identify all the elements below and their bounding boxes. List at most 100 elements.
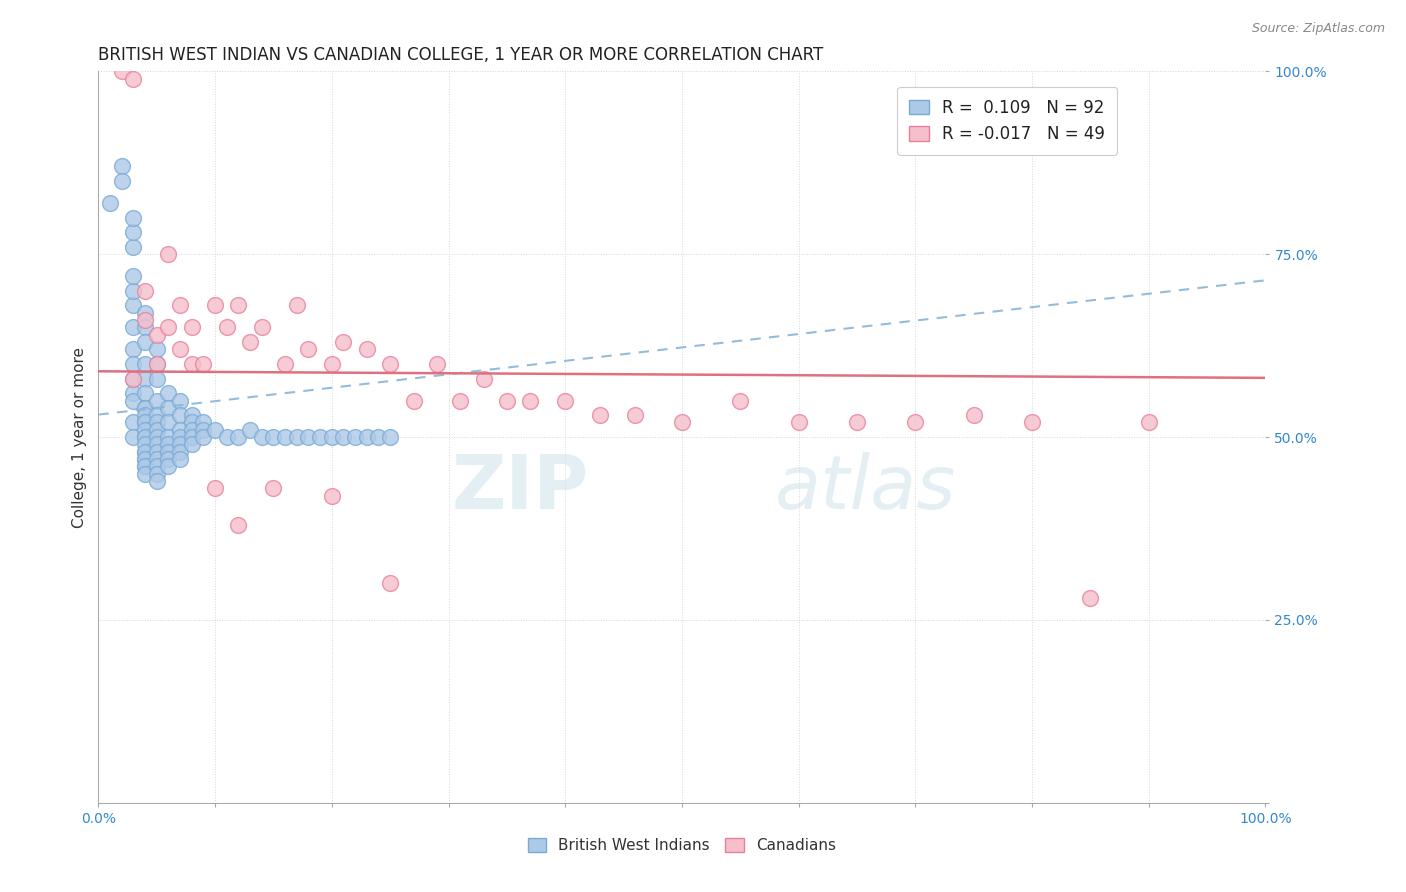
Point: [204, 423, 226, 437]
Point: [134, 320, 156, 334]
Point: [146, 452, 169, 467]
Point: [122, 386, 145, 401]
Point: [180, 430, 202, 444]
Point: [169, 444, 191, 458]
Point: [134, 401, 156, 415]
Point: [146, 444, 169, 458]
Point: [134, 306, 156, 320]
Point: [122, 343, 145, 357]
Point: [134, 467, 156, 481]
Point: [239, 334, 262, 349]
Point: [134, 423, 156, 437]
Point: [122, 240, 145, 254]
Point: [496, 393, 519, 408]
Point: [146, 408, 169, 422]
Point: [134, 386, 156, 401]
Point: [111, 64, 134, 78]
Point: [169, 430, 191, 444]
Point: [180, 408, 202, 422]
Point: [146, 343, 169, 357]
Point: [122, 269, 145, 284]
Point: [274, 430, 297, 444]
Point: [134, 452, 156, 467]
Point: [180, 357, 202, 371]
Point: [157, 386, 180, 401]
Point: [193, 430, 215, 444]
Point: [285, 430, 308, 444]
Point: [285, 298, 308, 312]
Point: [134, 430, 156, 444]
Point: [122, 225, 145, 239]
Point: [180, 416, 202, 430]
Point: [228, 517, 250, 532]
Point: [157, 459, 180, 474]
Point: [554, 393, 576, 408]
Point: [380, 576, 402, 591]
Point: [122, 71, 145, 86]
Point: [146, 430, 169, 444]
Point: [134, 416, 156, 430]
Point: [204, 481, 226, 495]
Point: [356, 430, 378, 444]
Point: [519, 393, 541, 408]
Point: [146, 393, 169, 408]
Point: [274, 357, 297, 371]
Point: [111, 174, 134, 188]
Point: [204, 298, 226, 312]
Point: [250, 320, 273, 334]
Point: [157, 320, 180, 334]
Point: [344, 430, 367, 444]
Point: [122, 320, 145, 334]
Point: [111, 160, 134, 174]
Point: [134, 401, 156, 415]
Point: [146, 437, 169, 451]
Point: [332, 430, 354, 444]
Point: [321, 430, 343, 444]
Point: [262, 430, 284, 444]
Point: [193, 416, 215, 430]
Point: [169, 452, 191, 467]
Point: [134, 459, 156, 474]
Point: [157, 430, 180, 444]
Point: [472, 371, 495, 385]
Point: [169, 393, 191, 408]
Point: [169, 423, 191, 437]
Point: [228, 430, 250, 444]
Point: [157, 401, 180, 415]
Point: [589, 408, 612, 422]
Point: [449, 393, 471, 408]
Point: [122, 416, 145, 430]
Point: [134, 459, 156, 474]
Point: [157, 452, 180, 467]
Point: [122, 371, 145, 385]
Point: [250, 430, 273, 444]
Point: [193, 423, 215, 437]
Point: [380, 357, 402, 371]
Point: [134, 444, 156, 458]
Point: [215, 320, 238, 334]
Point: [146, 371, 169, 385]
Point: [787, 416, 810, 430]
Point: [962, 408, 984, 422]
Point: [122, 357, 145, 371]
Point: [157, 247, 180, 261]
Point: [134, 284, 156, 298]
Point: [215, 430, 238, 444]
Point: [180, 423, 202, 437]
Point: [134, 452, 156, 467]
Point: [239, 423, 262, 437]
Point: [134, 408, 156, 422]
Point: [380, 430, 402, 444]
Point: [157, 437, 180, 451]
Point: [122, 284, 145, 298]
Point: [180, 320, 202, 334]
Text: Source: ZipAtlas.com: Source: ZipAtlas.com: [1251, 22, 1385, 36]
Point: [134, 313, 156, 327]
Point: [146, 416, 169, 430]
Point: [98, 196, 121, 211]
Point: [122, 430, 145, 444]
Point: [228, 298, 250, 312]
Point: [122, 393, 145, 408]
Point: [193, 357, 215, 371]
Point: [169, 343, 191, 357]
